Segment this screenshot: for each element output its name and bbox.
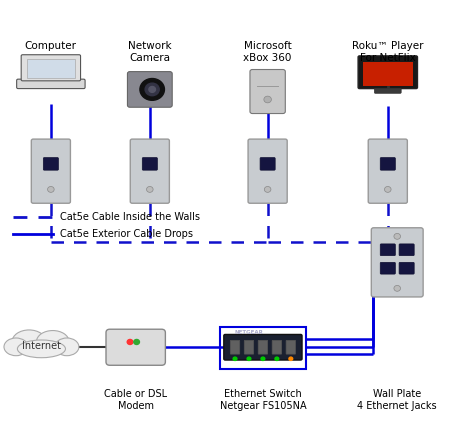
Circle shape bbox=[289, 357, 293, 360]
FancyBboxPatch shape bbox=[399, 244, 414, 256]
Circle shape bbox=[145, 83, 159, 96]
Ellipse shape bbox=[18, 340, 65, 358]
Circle shape bbox=[134, 339, 139, 344]
FancyBboxPatch shape bbox=[374, 88, 401, 93]
Circle shape bbox=[264, 96, 272, 103]
Circle shape bbox=[247, 357, 251, 360]
FancyBboxPatch shape bbox=[250, 70, 285, 114]
FancyBboxPatch shape bbox=[21, 55, 81, 81]
Text: NETGEAR: NETGEAR bbox=[234, 330, 263, 335]
Circle shape bbox=[264, 187, 271, 192]
FancyBboxPatch shape bbox=[31, 139, 71, 203]
FancyBboxPatch shape bbox=[142, 157, 157, 170]
FancyBboxPatch shape bbox=[248, 139, 287, 203]
FancyBboxPatch shape bbox=[106, 329, 165, 365]
Ellipse shape bbox=[55, 338, 79, 356]
Circle shape bbox=[394, 233, 401, 239]
Circle shape bbox=[394, 285, 401, 291]
FancyBboxPatch shape bbox=[258, 341, 268, 354]
Text: Cat5e Exterior Cable Drops: Cat5e Exterior Cable Drops bbox=[60, 229, 193, 239]
FancyBboxPatch shape bbox=[358, 56, 418, 89]
FancyBboxPatch shape bbox=[130, 139, 169, 203]
FancyBboxPatch shape bbox=[128, 72, 172, 107]
FancyBboxPatch shape bbox=[230, 341, 240, 354]
FancyBboxPatch shape bbox=[27, 59, 74, 78]
FancyBboxPatch shape bbox=[371, 228, 423, 297]
Ellipse shape bbox=[12, 330, 46, 353]
Circle shape bbox=[233, 357, 237, 360]
Ellipse shape bbox=[4, 338, 28, 356]
FancyBboxPatch shape bbox=[224, 335, 302, 360]
FancyBboxPatch shape bbox=[380, 244, 395, 256]
FancyBboxPatch shape bbox=[244, 341, 254, 354]
FancyBboxPatch shape bbox=[272, 341, 282, 354]
Text: Cat5e Cable Inside the Walls: Cat5e Cable Inside the Walls bbox=[60, 212, 201, 222]
FancyBboxPatch shape bbox=[380, 262, 395, 274]
Circle shape bbox=[127, 339, 133, 344]
FancyBboxPatch shape bbox=[363, 62, 413, 86]
Text: Computer: Computer bbox=[25, 41, 77, 51]
FancyBboxPatch shape bbox=[380, 157, 395, 170]
FancyBboxPatch shape bbox=[286, 341, 295, 354]
Circle shape bbox=[384, 187, 391, 192]
Text: Roku™ Player
For NetFlix: Roku™ Player For NetFlix bbox=[352, 41, 424, 63]
FancyBboxPatch shape bbox=[260, 157, 275, 170]
Ellipse shape bbox=[36, 330, 69, 353]
Circle shape bbox=[47, 187, 54, 192]
Bar bbox=[220, 327, 306, 369]
Text: Wall Plate
4 Ethernet Jacks: Wall Plate 4 Ethernet Jacks bbox=[357, 389, 437, 411]
Circle shape bbox=[149, 87, 155, 92]
Text: Internet: Internet bbox=[22, 341, 61, 352]
FancyBboxPatch shape bbox=[368, 139, 407, 203]
Text: Network
Camera: Network Camera bbox=[128, 41, 172, 63]
FancyBboxPatch shape bbox=[399, 262, 414, 274]
Text: Microsoft
xBox 360: Microsoft xBox 360 bbox=[244, 41, 292, 63]
Circle shape bbox=[146, 187, 153, 192]
Text: Ethernet Switch
Netgear FS105NA: Ethernet Switch Netgear FS105NA bbox=[219, 389, 306, 411]
Circle shape bbox=[140, 78, 164, 100]
Circle shape bbox=[275, 357, 279, 360]
Circle shape bbox=[261, 357, 265, 360]
FancyBboxPatch shape bbox=[43, 157, 58, 170]
FancyBboxPatch shape bbox=[17, 79, 85, 89]
Text: Cable or DSL
Modem: Cable or DSL Modem bbox=[104, 389, 167, 411]
